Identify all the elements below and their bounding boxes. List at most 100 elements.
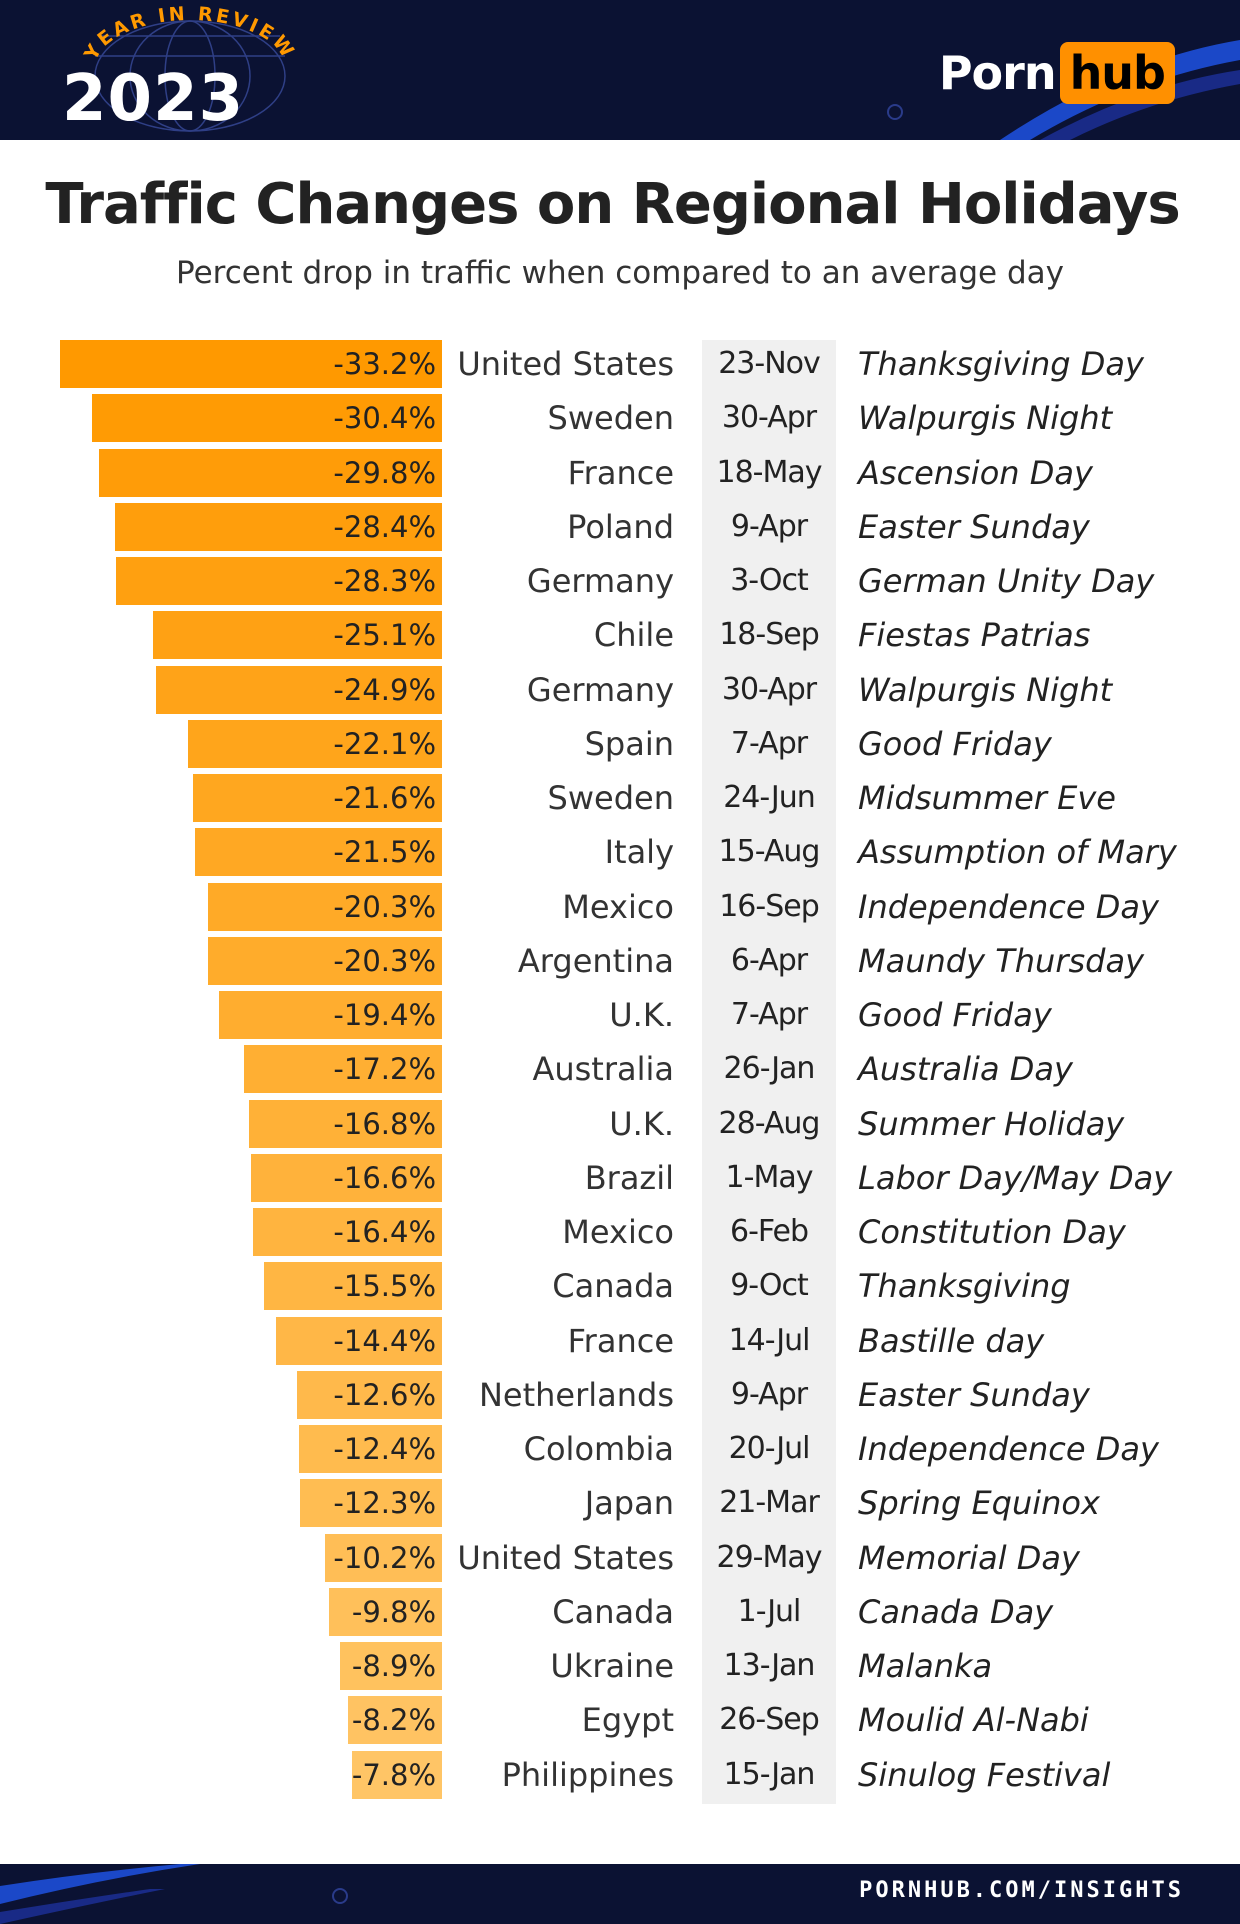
- bar-value-label: -16.6%: [333, 1161, 436, 1195]
- country-label: Chile: [593, 616, 674, 654]
- bar: [99, 449, 442, 497]
- bar-value-label: -24.9%: [333, 673, 436, 707]
- footer-banner: PORNHUB.COM/INSIGHTS: [0, 1864, 1240, 1924]
- date-label: 28-Aug: [718, 1106, 821, 1141]
- holiday-label: Constitution Day: [858, 1213, 1126, 1251]
- bar: [297, 1371, 442, 1419]
- bar-value-label: -20.3%: [333, 944, 436, 978]
- date-label: 26-Sep: [719, 1702, 820, 1737]
- date-label: 6-Feb: [729, 1214, 809, 1249]
- footer-url-link[interactable]: PORNHUB.COM/INSIGHTS: [859, 1878, 1184, 1903]
- bar: [244, 1045, 442, 1093]
- country-label: Spain: [584, 725, 674, 763]
- bar-value-label: -14.4%: [333, 1324, 436, 1358]
- bar-value-label: -16.4%: [333, 1215, 436, 1249]
- country-label: Canada: [552, 1267, 674, 1305]
- bar-value-label: -25.1%: [333, 618, 436, 652]
- bar: [348, 1696, 442, 1744]
- bar-value-label: -15.5%: [333, 1269, 436, 1303]
- brand-logo[interactable]: Porn hub: [939, 42, 1175, 104]
- holiday-label: Australia Day: [858, 1050, 1073, 1088]
- bar-value-label: -8.9%: [351, 1649, 436, 1683]
- holiday-label: German Unity Day: [858, 562, 1155, 600]
- country-label: United States: [457, 1539, 674, 1577]
- holiday-label: Moulid Al-Nabi: [858, 1701, 1089, 1739]
- bar: [195, 828, 442, 876]
- date-label: 30-Apr: [721, 400, 817, 435]
- bar: [251, 1154, 442, 1202]
- date-column-background: [702, 340, 836, 1804]
- holiday-label: Ascension Day: [858, 454, 1093, 492]
- bar: [276, 1317, 442, 1365]
- country-label: Colombia: [523, 1430, 674, 1468]
- date-label: 21-Mar: [719, 1485, 820, 1520]
- bar-value-label: -21.6%: [333, 781, 436, 815]
- country-label: U.K.: [609, 1105, 674, 1143]
- date-label: 15-Jan: [723, 1757, 816, 1792]
- country-label: Ukraine: [550, 1647, 674, 1685]
- bar: [249, 1100, 442, 1148]
- country-label: Sweden: [547, 779, 674, 817]
- holiday-label: Sinulog Festival: [858, 1756, 1111, 1794]
- bar: [264, 1262, 442, 1310]
- holiday-label: Labor Day/May Day: [858, 1159, 1173, 1197]
- date-label: 16-Sep: [719, 889, 820, 924]
- bar-value-label: -29.8%: [333, 456, 436, 490]
- bar: [300, 1479, 442, 1527]
- bar: [208, 883, 442, 931]
- country-label: Philippines: [501, 1756, 674, 1794]
- date-label: 18-May: [716, 455, 822, 490]
- date-label: 26-Jan: [723, 1051, 816, 1086]
- holiday-label: Canada Day: [858, 1593, 1054, 1631]
- bar: [329, 1588, 442, 1636]
- country-label: Netherlands: [478, 1376, 674, 1414]
- bar: [188, 720, 442, 768]
- country-label: Sweden: [547, 399, 674, 437]
- bar: [193, 774, 442, 822]
- date-label: 1-Jul: [737, 1594, 802, 1629]
- holiday-label: Walpurgis Night: [858, 399, 1113, 437]
- date-label: 9-Apr: [730, 1377, 808, 1412]
- date-label: 24-Jun: [723, 780, 816, 815]
- brand-logo-text-part1: Porn: [938, 46, 1057, 100]
- bar-value-label: -21.5%: [333, 835, 436, 869]
- brand-logo-text-part2: hub: [1059, 42, 1175, 104]
- date-label: 29-May: [716, 1540, 822, 1575]
- bar: [92, 394, 442, 442]
- date-label: 13-Jan: [723, 1648, 816, 1683]
- bar: [340, 1642, 442, 1690]
- country-label: Egypt: [581, 1701, 674, 1739]
- bar-value-label: -9.8%: [351, 1595, 436, 1629]
- country-label: Poland: [567, 508, 674, 546]
- bar-value-label: -7.8%: [351, 1758, 436, 1792]
- holiday-label: Easter Sunday: [858, 508, 1090, 546]
- bar: [156, 666, 442, 714]
- date-label: 23-Nov: [718, 346, 821, 381]
- country-label: Brazil: [584, 1159, 674, 1197]
- country-label: France: [567, 1322, 674, 1360]
- bar: [208, 937, 442, 985]
- date-label: 15-Aug: [718, 834, 821, 869]
- holiday-label: Malanka: [858, 1647, 993, 1685]
- holiday-label: Independence Day: [858, 888, 1159, 926]
- date-label: 3-Oct: [730, 563, 809, 598]
- bar-value-label: -28.3%: [333, 564, 436, 598]
- country-label: Italy: [604, 833, 674, 871]
- date-label: 1-May: [725, 1160, 814, 1195]
- bar: [153, 611, 442, 659]
- year-in-review-badge: YEAR IN REVIEW: [80, 6, 297, 132]
- bar-value-label: -12.3%: [333, 1486, 436, 1520]
- footer-swoosh-decoration: [0, 1864, 348, 1924]
- date-label: 18-Sep: [719, 617, 820, 652]
- bar: [253, 1208, 442, 1256]
- bar-value-label: -16.8%: [333, 1107, 436, 1141]
- date-label: 9-Oct: [730, 1268, 809, 1303]
- holiday-label: Summer Holiday: [858, 1105, 1125, 1143]
- holiday-label: Spring Equinox: [858, 1484, 1100, 1522]
- date-label: 20-Jul: [728, 1431, 811, 1466]
- bar-value-label: -30.4%: [333, 401, 436, 435]
- bar: [219, 991, 442, 1039]
- bar-value-label: -12.4%: [333, 1432, 436, 1466]
- bar: [115, 503, 442, 551]
- date-label: 14-Jul: [728, 1323, 811, 1358]
